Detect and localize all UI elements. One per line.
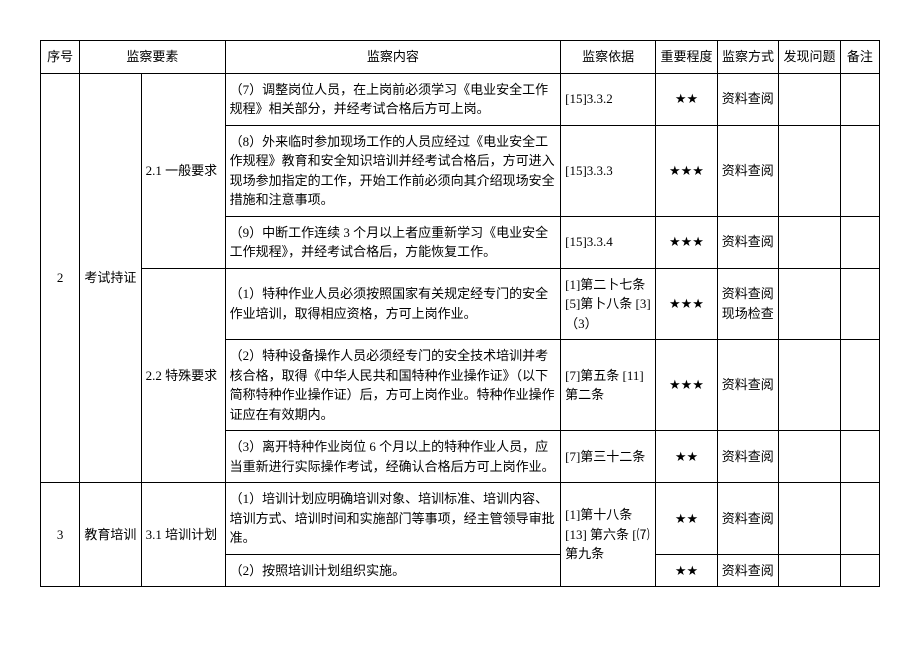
cell-found bbox=[779, 554, 841, 587]
cell-remark bbox=[840, 73, 879, 125]
cell-remark bbox=[840, 268, 879, 340]
cell-content: （2）按照培训计划组织实施。 bbox=[225, 554, 561, 587]
cell-importance: ★★ bbox=[656, 483, 718, 555]
cell-content: （9）中断工作连续 3 个月以上者应重新学习《电业安全工作规程》，并经考试合格后… bbox=[225, 216, 561, 268]
cell-importance: ★★ bbox=[656, 554, 718, 587]
cell-found bbox=[779, 340, 841, 431]
header-remark: 备注 bbox=[840, 41, 879, 74]
cell-importance: ★★★ bbox=[656, 340, 718, 431]
cell-method: 资料查阅 bbox=[717, 340, 779, 431]
header-content: 监察内容 bbox=[225, 41, 561, 74]
cell-basis: [7]第五条 [11]第二条 bbox=[561, 340, 656, 431]
cell-elem1: 教育培训 bbox=[80, 483, 142, 587]
table-row: 3 教育培训 3.1 培训计划 （1）培训计划应明确培训对象、培训标准、培训内容… bbox=[41, 483, 880, 555]
cell-found bbox=[779, 431, 841, 483]
cell-method: 资料查阅 bbox=[717, 125, 779, 216]
cell-importance: ★★★ bbox=[656, 268, 718, 340]
cell-remark bbox=[840, 483, 879, 555]
cell-basis: [1]第二卜七条 [5]第卜八条 [3]（3） bbox=[561, 268, 656, 340]
cell-elem2: 2.2 特殊要求 bbox=[141, 268, 225, 483]
cell-remark bbox=[840, 216, 879, 268]
header-basis: 监察依据 bbox=[561, 41, 656, 74]
cell-importance: ★★★ bbox=[656, 216, 718, 268]
table-row: 2.2 特殊要求 （1）特种作业人员必须按照国家有关规定经专门的安全作业培训，取… bbox=[41, 268, 880, 340]
header-method: 监察方式 bbox=[717, 41, 779, 74]
cell-found bbox=[779, 216, 841, 268]
cell-basis: [1]第十八条[13] 第六条 [⑺第九条 bbox=[561, 483, 656, 587]
cell-remark bbox=[840, 554, 879, 587]
cell-remark bbox=[840, 431, 879, 483]
cell-basis: [15]3.3.2 bbox=[561, 73, 656, 125]
cell-method: 资料查阅 bbox=[717, 431, 779, 483]
cell-content: （2）特种设备操作人员必须经专门的安全技术培训并考核合格，取得《中华人民共和国特… bbox=[225, 340, 561, 431]
cell-remark bbox=[840, 125, 879, 216]
cell-content: （7）调整岗位人员，在上岗前必须学习《电业安全工作规程》相关部分，并经考试合格后… bbox=[225, 73, 561, 125]
cell-content: （1）特种作业人员必须按照国家有关规定经专门的安全作业培训，取得相应资格，方可上… bbox=[225, 268, 561, 340]
cell-importance: ★★ bbox=[656, 431, 718, 483]
cell-found bbox=[779, 125, 841, 216]
cell-importance: ★★ bbox=[656, 73, 718, 125]
cell-elem2: 3.1 培训计划 bbox=[141, 483, 225, 587]
header-element: 监察要素 bbox=[80, 41, 225, 74]
cell-method: 资料查阅 bbox=[717, 554, 779, 587]
cell-seq: 3 bbox=[41, 483, 80, 587]
cell-importance: ★★★ bbox=[656, 125, 718, 216]
cell-basis: [7]第三十二条 bbox=[561, 431, 656, 483]
cell-remark bbox=[840, 340, 879, 431]
cell-seq: 2 bbox=[41, 73, 80, 483]
cell-method: 资料查阅 bbox=[717, 216, 779, 268]
cell-basis: [15]3.3.4 bbox=[561, 216, 656, 268]
cell-method: 资料查阅 bbox=[717, 483, 779, 555]
cell-content: （8）外来临时参加现场工作的人员应经过《电业安全工作规程》教育和安全知识培训并经… bbox=[225, 125, 561, 216]
table-row: 2 考试持证 2.1 一般要求 （7）调整岗位人员，在上岗前必须学习《电业安全工… bbox=[41, 73, 880, 125]
cell-elem1: 考试持证 bbox=[80, 73, 142, 483]
header-seq: 序号 bbox=[41, 41, 80, 74]
cell-content: （1）培训计划应明确培训对象、培训标准、培训内容、培训方式、培训时间和实施部门等… bbox=[225, 483, 561, 555]
cell-basis: [15]3.3.3 bbox=[561, 125, 656, 216]
header-found: 发现问题 bbox=[779, 41, 841, 74]
cell-elem2: 2.1 一般要求 bbox=[141, 73, 225, 268]
cell-found bbox=[779, 268, 841, 340]
header-importance: 重要程度 bbox=[656, 41, 718, 74]
inspection-table: 序号 监察要素 监察内容 监察依据 重要程度 监察方式 发现问题 备注 2 考试… bbox=[40, 40, 880, 587]
cell-content: （3）离开特种作业岗位 6 个月以上的特种作业人员，应当重新进行实际操作考试，经… bbox=[225, 431, 561, 483]
cell-method: 资料查阅 bbox=[717, 73, 779, 125]
table-header-row: 序号 监察要素 监察内容 监察依据 重要程度 监察方式 发现问题 备注 bbox=[41, 41, 880, 74]
cell-found bbox=[779, 73, 841, 125]
cell-found bbox=[779, 483, 841, 555]
cell-method: 资料查阅 现场检查 bbox=[717, 268, 779, 340]
